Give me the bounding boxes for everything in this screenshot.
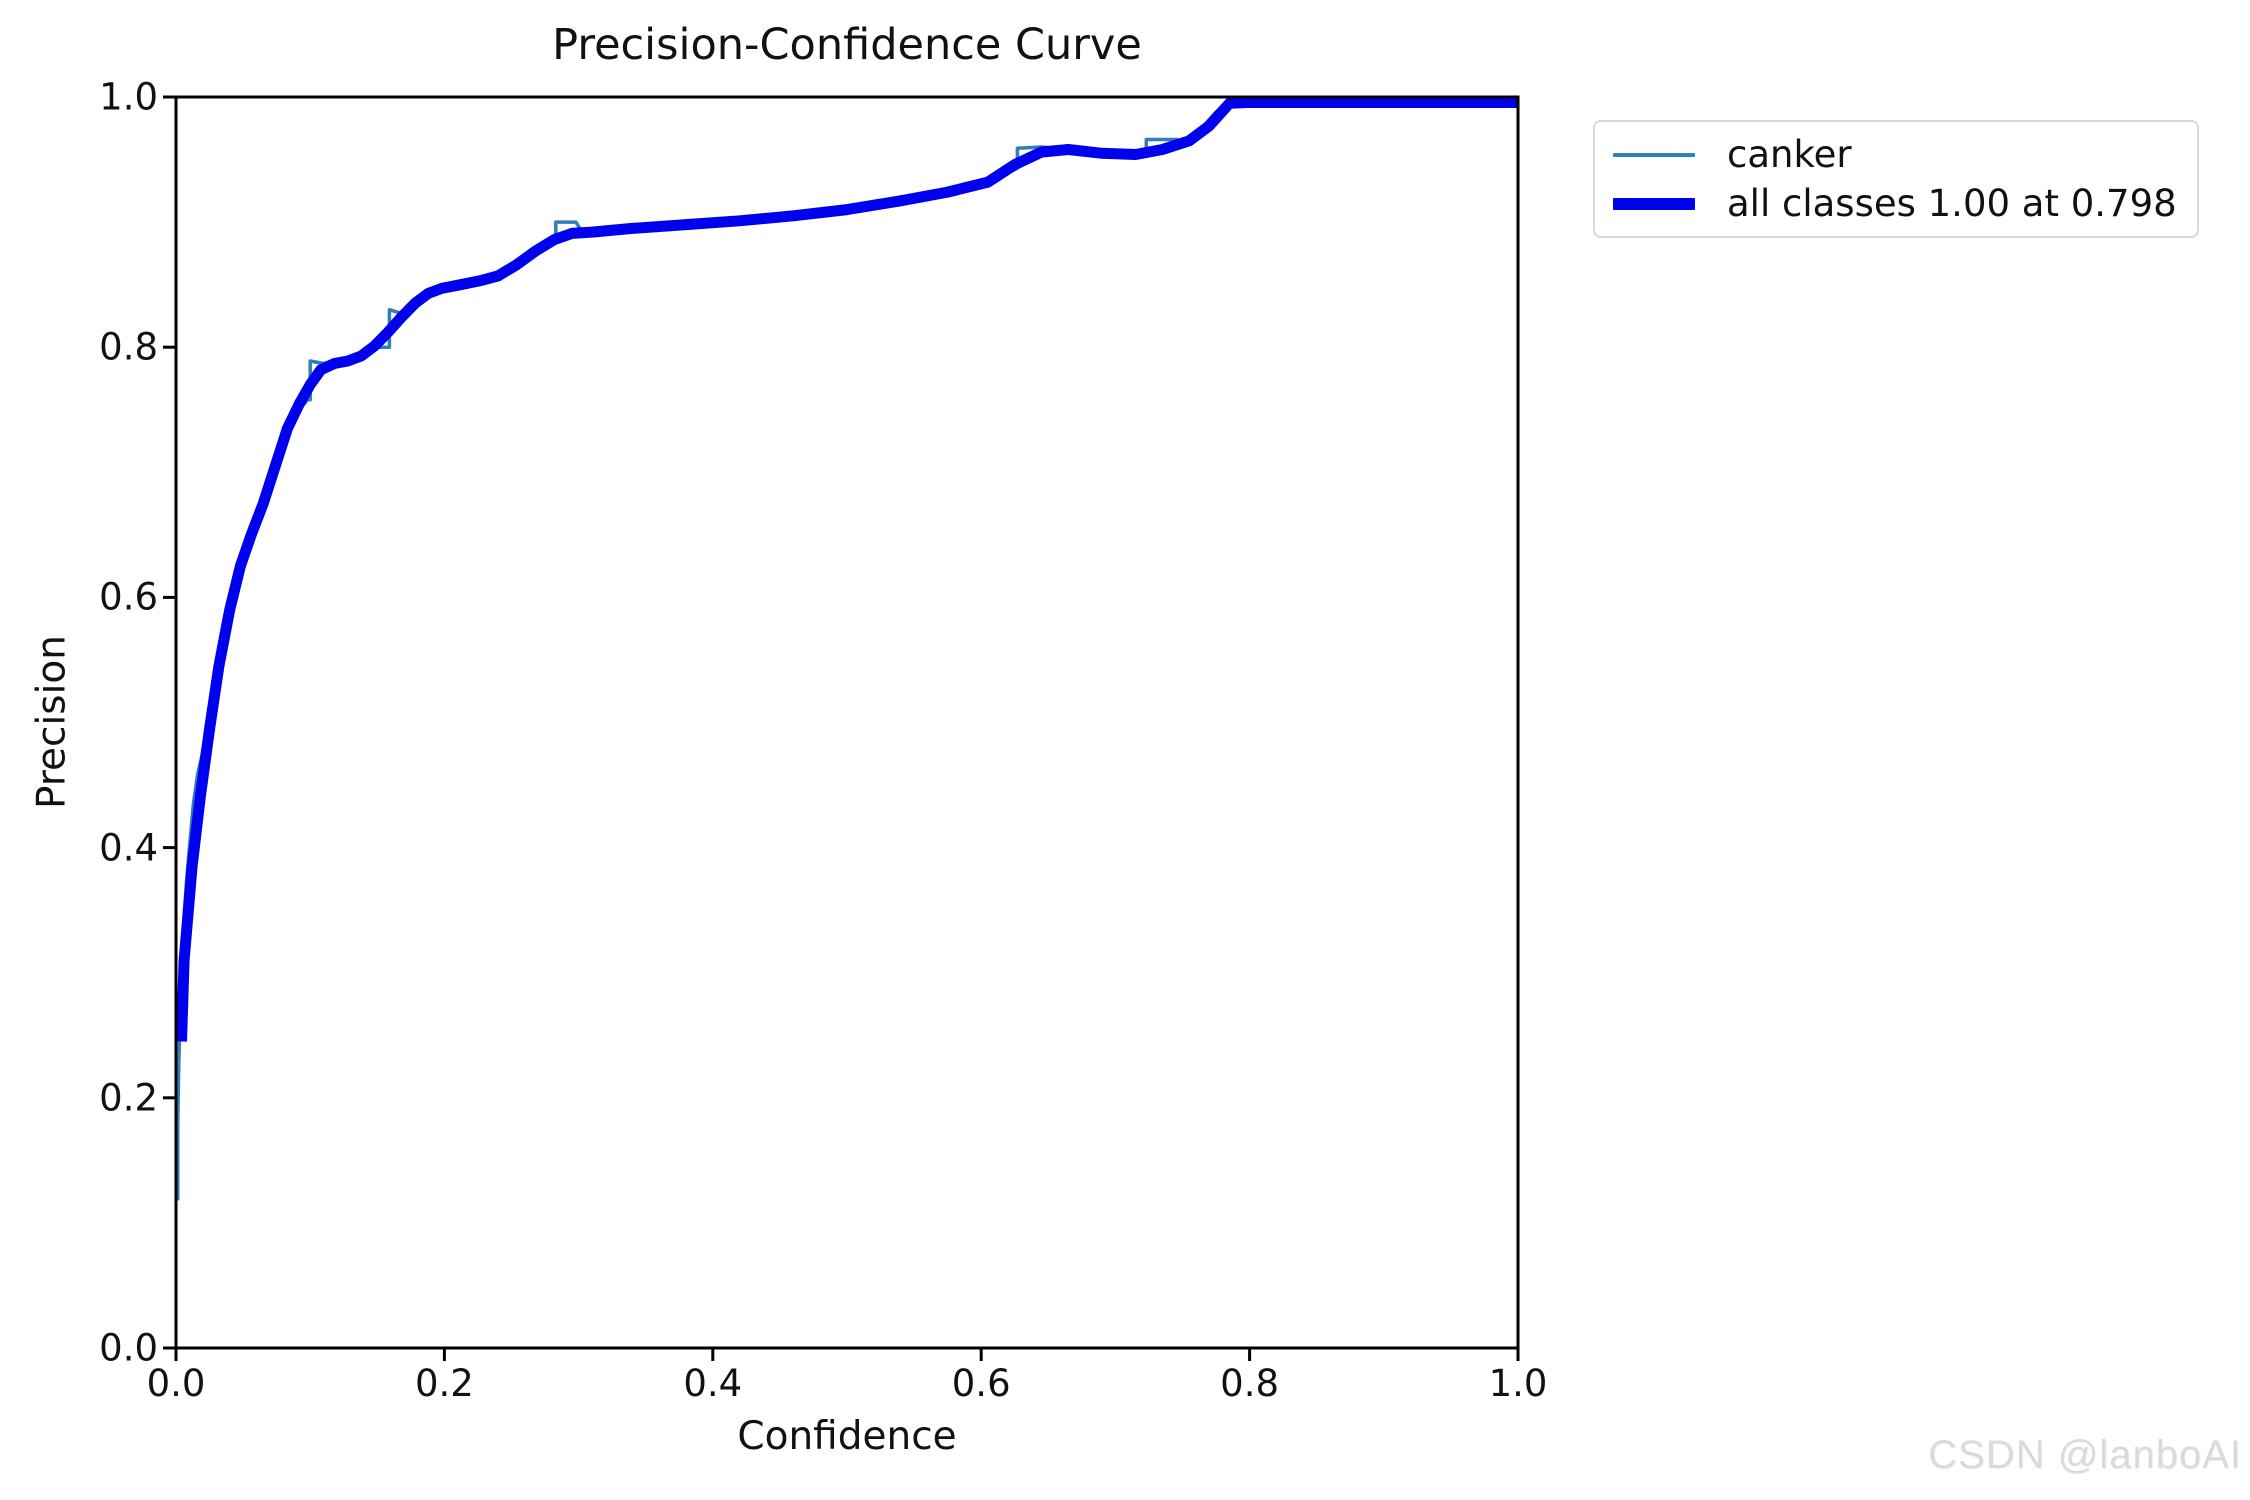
x-axis-label: Confidence xyxy=(737,1414,957,1459)
axes-spines xyxy=(174,95,1520,1350)
y-tick-label: 1.0 xyxy=(99,75,158,119)
x-tick-label: 0.0 xyxy=(146,1362,206,1405)
y-tick-label: 0.8 xyxy=(99,325,158,369)
csdn-watermark: CSDN @lanboAI xyxy=(1928,1433,2242,1477)
y-tick-label: 0.4 xyxy=(99,826,158,870)
legend-item-canker: canker xyxy=(1613,130,2179,179)
x-tick-label: 1.0 xyxy=(1488,1362,1548,1405)
y-tick-label: 0.2 xyxy=(99,1076,158,1120)
legend-item-all-classes: all classes 1.00 at 0.798 xyxy=(1613,179,2179,228)
legend-label-canker: canker xyxy=(1727,133,1852,176)
x-tick-label: 0.4 xyxy=(683,1362,743,1405)
y-tick-label: 0.6 xyxy=(99,575,158,619)
x-tick-label: 0.6 xyxy=(951,1362,1011,1405)
chart-title: Precision-Confidence Curve xyxy=(552,20,1142,70)
y-axis-label: Precision xyxy=(29,634,75,810)
canker-line-swatch xyxy=(1613,152,1695,157)
canker-curve xyxy=(176,97,1518,1201)
x-tick-label: 0.2 xyxy=(414,1362,474,1405)
y-tick-label: 0.0 xyxy=(99,1326,158,1370)
legend-label-all-classes: all classes 1.00 at 0.798 xyxy=(1727,182,2177,225)
all-classes-line-swatch xyxy=(1613,197,1695,210)
x-tick-label: 0.8 xyxy=(1220,1362,1280,1405)
all-classes-curve xyxy=(176,97,1518,1042)
legend: canker all classes 1.00 at 0.798 xyxy=(1593,120,2199,238)
